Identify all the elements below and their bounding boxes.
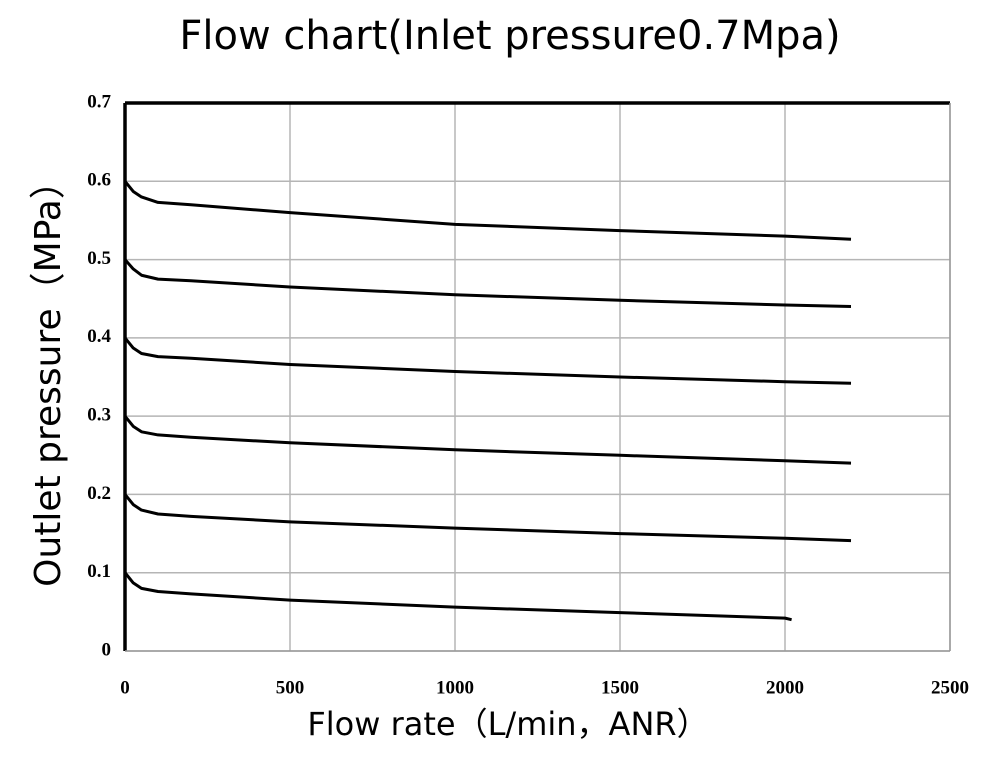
x-axis-label: Flow rate（L/min，ANR）	[307, 705, 708, 743]
y-tick-label: 0.2	[87, 483, 111, 504]
x-tick-label: 500	[276, 677, 305, 698]
data-line	[123, 571, 792, 622]
x-tick-label: 1000	[436, 677, 474, 698]
x-tick-label: 1500	[601, 677, 639, 698]
data-line	[123, 258, 852, 309]
x-tick-label: 2500	[931, 677, 969, 698]
y-tick-label: 0.7	[87, 91, 111, 112]
chart-title: Flow chart(Inlet pressure0.7Mpa)	[179, 13, 840, 59]
x-tick-label: 0	[120, 677, 130, 698]
y-tick-label: 0.1	[87, 561, 111, 582]
data-line	[123, 493, 852, 543]
data-line	[123, 336, 852, 385]
y-axis-label: Outlet pressure（MPa）	[28, 163, 69, 587]
x-tick-label: 2000	[766, 677, 804, 698]
y-tick-label: 0.5	[87, 248, 111, 269]
y-tick-label: 0.4	[87, 326, 111, 347]
y-tick-label: 0	[102, 639, 112, 660]
data-line	[123, 415, 852, 465]
data-line	[123, 180, 852, 241]
y-tick-label: 0.6	[87, 170, 111, 191]
y-tick-label: 0.3	[87, 405, 111, 426]
